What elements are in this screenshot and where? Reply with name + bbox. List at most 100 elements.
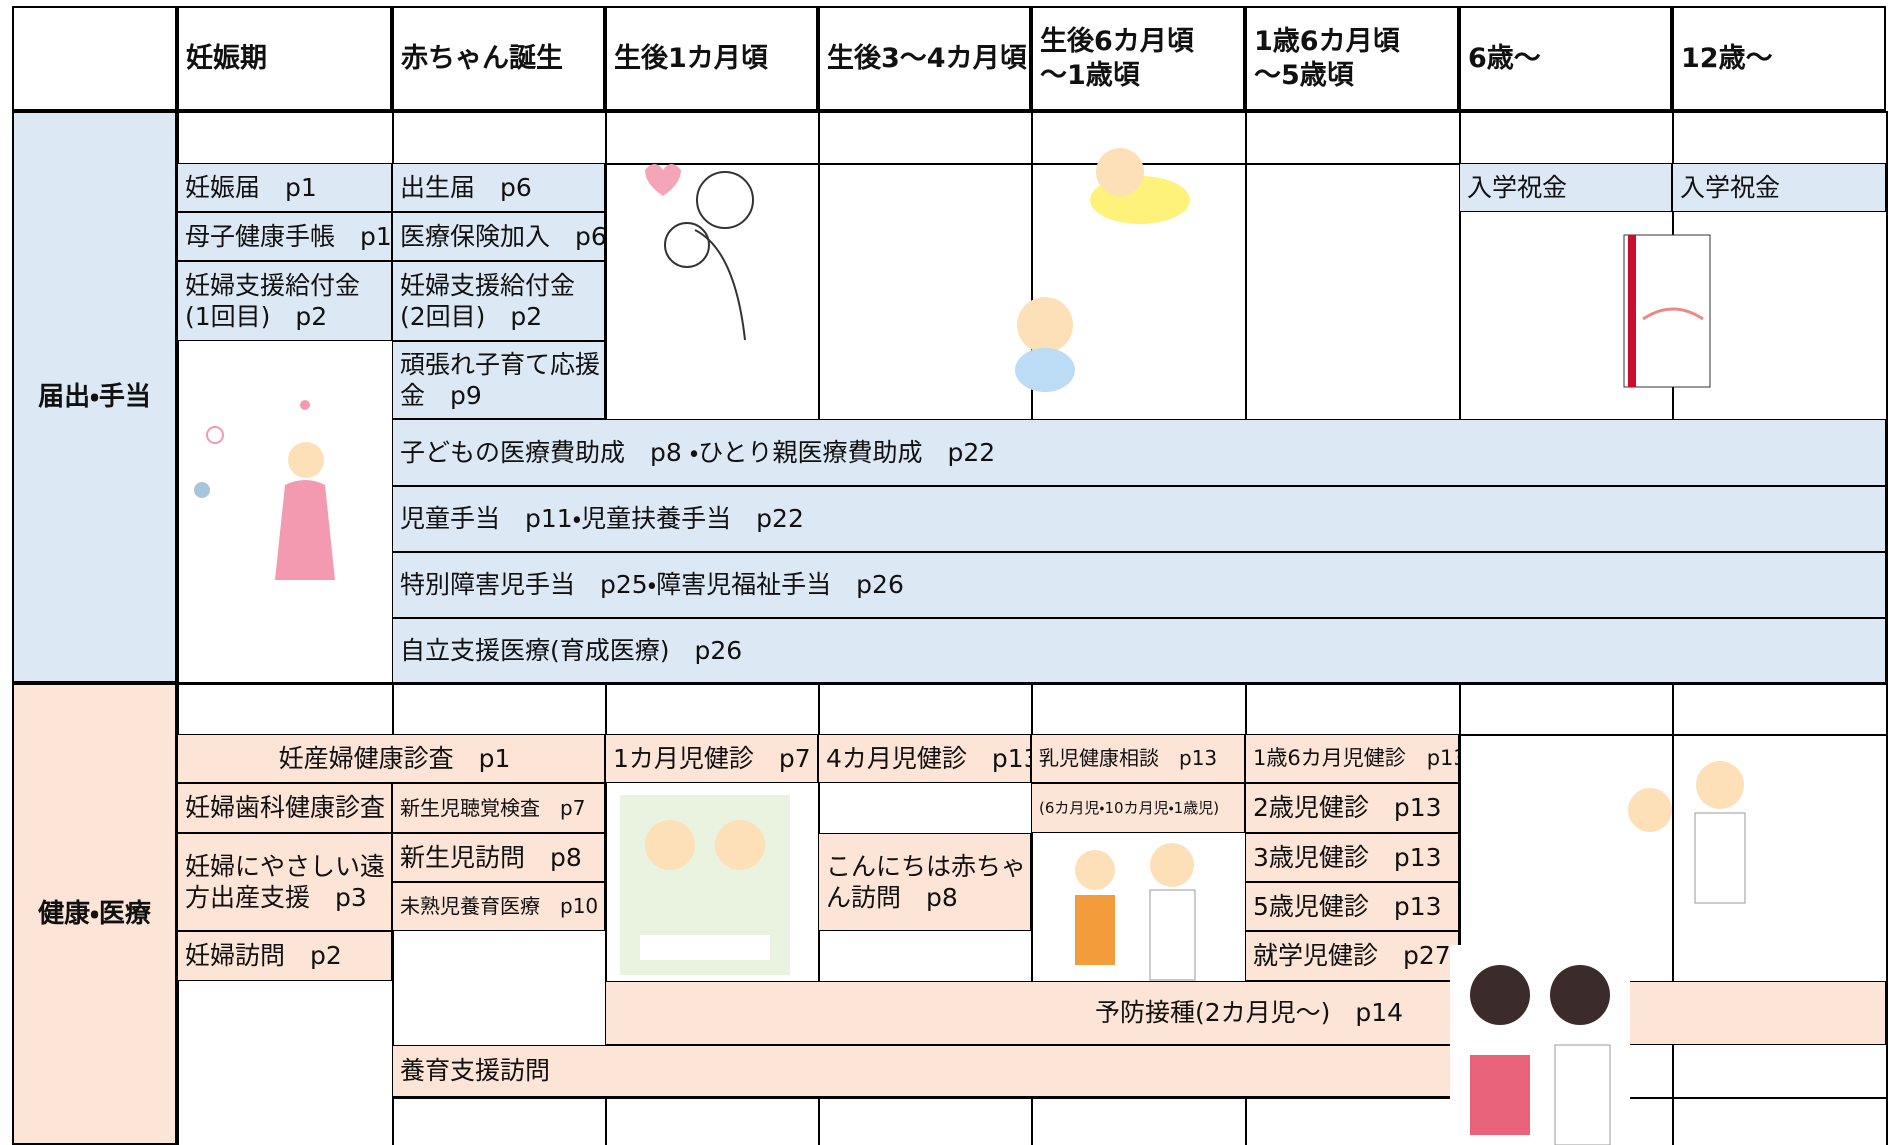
item-cell: 3歳児健診 p13 xyxy=(1245,833,1459,882)
cell-text: 届出・手当 xyxy=(38,381,151,412)
cell-text: 頑張れ子育て応援 xyxy=(400,349,601,379)
item-cell: 医療保険加入 p6 xyxy=(392,212,605,261)
cell-text: 未熟児養育医療 p10 xyxy=(400,894,599,918)
cell-text: 2歳児健診 p13 xyxy=(1253,793,1442,823)
cell-text: 健康・医療 xyxy=(38,898,151,929)
section-border xyxy=(12,682,1886,685)
item-cell: 妊婦歯科健康診査 xyxy=(177,783,392,833)
grid-line xyxy=(177,163,1886,165)
illustration-doctor xyxy=(1075,843,1196,981)
cell-text: 新生児聴覚検査 p7 xyxy=(400,795,586,820)
item-cell: 妊娠届 p1 xyxy=(177,163,392,212)
cell-text: 5歳児健診 p13 xyxy=(1253,891,1442,921)
item-cell: 1歳6カ月児健診 p13 xyxy=(1245,734,1459,783)
illustration-vaccination xyxy=(1450,945,1630,1145)
column-header: 生後1カ月頃 xyxy=(605,6,818,111)
item-cell: 就学児健診 p27 xyxy=(1245,931,1459,981)
cell-text: 就学児健診 p27 xyxy=(1253,941,1451,971)
cell-text: 妊婦訪問 p2 xyxy=(185,941,342,971)
cell-text: 12歳～ xyxy=(1681,42,1773,74)
item-cell: 児童手当 p11・児童扶養手当 p22 xyxy=(392,486,1886,552)
column-header: 生後3～4カ月頃 xyxy=(818,6,1031,111)
item-cell: 出生届 p6 xyxy=(392,163,605,212)
illustration-noshi xyxy=(1623,234,1711,388)
item-cell: 母子健康手帳 p1 xyxy=(177,212,392,261)
cell-text: 生後1カ月頃 xyxy=(614,42,768,74)
item-cell: 新生児訪問 p8 xyxy=(392,833,605,882)
cell-text: 6歳～ xyxy=(1468,42,1541,74)
illustration-mother xyxy=(645,164,754,341)
column-header: 1歳6カ月頃 ～5歳頃 xyxy=(1245,6,1459,111)
item-cell: 入学祝金 xyxy=(1672,163,1886,212)
cell-text: 医療保険加入 p6 xyxy=(400,221,605,251)
item-cell: 予防接種(2カ月児～) p14 xyxy=(605,981,1886,1045)
cell-text: 妊婦支援給付金 xyxy=(400,270,576,300)
illustration-baby xyxy=(1090,148,1190,224)
item-cell: 養育支援訪問 xyxy=(392,1045,1459,1097)
item-cell: 特別障害児手当 p25・障害児福祉手当 p26 xyxy=(392,552,1886,618)
cell-text: 入学祝金 xyxy=(1467,172,1568,202)
illustration-checkup xyxy=(620,795,790,975)
item-cell: こんにちは赤ちゃ ん訪問 p8 xyxy=(818,833,1031,931)
grid-line xyxy=(177,111,179,1145)
cell-text: 入学祝金 xyxy=(1680,172,1781,202)
illustration-doctor xyxy=(1628,761,1746,904)
cell-text: 金 p9 xyxy=(400,381,482,410)
cell-text: 乳児健康相談 p13 xyxy=(1039,746,1218,770)
item-cell: 自立支援医療(育成医療) p26 xyxy=(392,618,1886,683)
cell-text: ～1歳頃 xyxy=(1040,59,1140,91)
item-cell: 入学祝金 xyxy=(1459,163,1672,212)
item-cell: 新生児聴覚検査 p7 xyxy=(392,783,605,833)
cell-text: 妊産婦健康診査 p1 xyxy=(278,743,511,773)
cell-text: 方出産支援 p3 xyxy=(185,883,367,912)
cell-text: 母子健康手帳 p1 xyxy=(185,221,392,251)
cell-text: 赤ちゃん誕生 xyxy=(401,42,563,74)
section-border xyxy=(12,110,1886,113)
cell-text: ～5歳頃 xyxy=(1254,59,1354,91)
cell-text: 自立支援医療(育成医療) p26 xyxy=(400,635,743,665)
grid-line xyxy=(1886,111,1888,1145)
illustration-baby xyxy=(1015,297,1075,392)
cell-text: 児童手当 p11・児童扶養手当 p22 xyxy=(400,504,804,534)
item-cell: 妊婦支援給付金 (2回目) p2 xyxy=(392,261,605,341)
section-label: 健康・医療 xyxy=(12,683,177,1145)
column-header: 6歳～ xyxy=(1459,6,1672,111)
item-cell: 5歳児健診 p13 xyxy=(1245,882,1459,931)
item-cell: 妊産婦健康診査 p1 xyxy=(177,734,605,783)
cell-text: 予防接種(2カ月児～) p14 xyxy=(1094,998,1404,1028)
cell-text: 新生児訪問 p8 xyxy=(400,842,582,872)
cell-text: (2回目) p2 xyxy=(400,302,543,331)
cell-text: 1歳6カ月頃 xyxy=(1254,25,1400,57)
header-corner xyxy=(12,6,177,111)
item-cell: 妊婦支援給付金 (1回目) p2 xyxy=(177,261,392,341)
cell-text: 生後3～4カ月頃 xyxy=(827,42,1027,74)
cell-text: 1カ月児健診 p7 xyxy=(613,743,811,773)
column-header: 生後6カ月頃 ～1歳頃 xyxy=(1031,6,1245,111)
item-cell: 乳児健康相談 p13 xyxy=(1031,734,1245,783)
cell-text: (1回目) p2 xyxy=(185,302,328,331)
column-header: 妊娠期 xyxy=(177,6,392,111)
cell-text: 生後6カ月頃 xyxy=(1040,25,1194,57)
cell-text: 妊婦歯科健康診査 xyxy=(185,793,386,823)
section-label: 届出・手当 xyxy=(12,111,177,683)
cell-text: 妊娠届 p1 xyxy=(185,172,317,202)
cell-text: 特別障害児手当 p25・障害児福祉手当 p26 xyxy=(400,570,904,600)
cell-text: 養育支援訪問 xyxy=(400,1056,551,1086)
cell-text: ん訪問 p8 xyxy=(826,883,958,912)
item-cell: 4カ月児健診 p13 xyxy=(818,734,1031,783)
illustration-pregnant xyxy=(194,400,335,580)
item-cell: 1カ月児健診 p7 xyxy=(605,734,818,783)
item-cell: (6カ月児・10カ月児・1歳児) xyxy=(1031,783,1245,833)
item-cell: 2歳児健診 p13 xyxy=(1245,783,1459,833)
cell-text: (6カ月児・10カ月児・1歳児) xyxy=(1039,798,1220,817)
cell-text: 妊娠期 xyxy=(186,42,267,74)
item-cell: 妊婦訪問 p2 xyxy=(177,931,392,981)
cell-text: 子どもの医療費助成 p8 ・ひとり親医療費助成 p22 xyxy=(400,437,996,467)
cell-text: 3歳児健診 p13 xyxy=(1253,842,1442,872)
cell-text: 1歳6カ月児健診 p13 xyxy=(1253,746,1459,771)
item-cell: 未熟児養育医療 p10 xyxy=(392,882,605,931)
cell-text: 出生届 p6 xyxy=(400,172,532,202)
grid-line xyxy=(392,1097,1886,1099)
cell-text: こんにちは赤ちゃ xyxy=(826,851,1027,881)
